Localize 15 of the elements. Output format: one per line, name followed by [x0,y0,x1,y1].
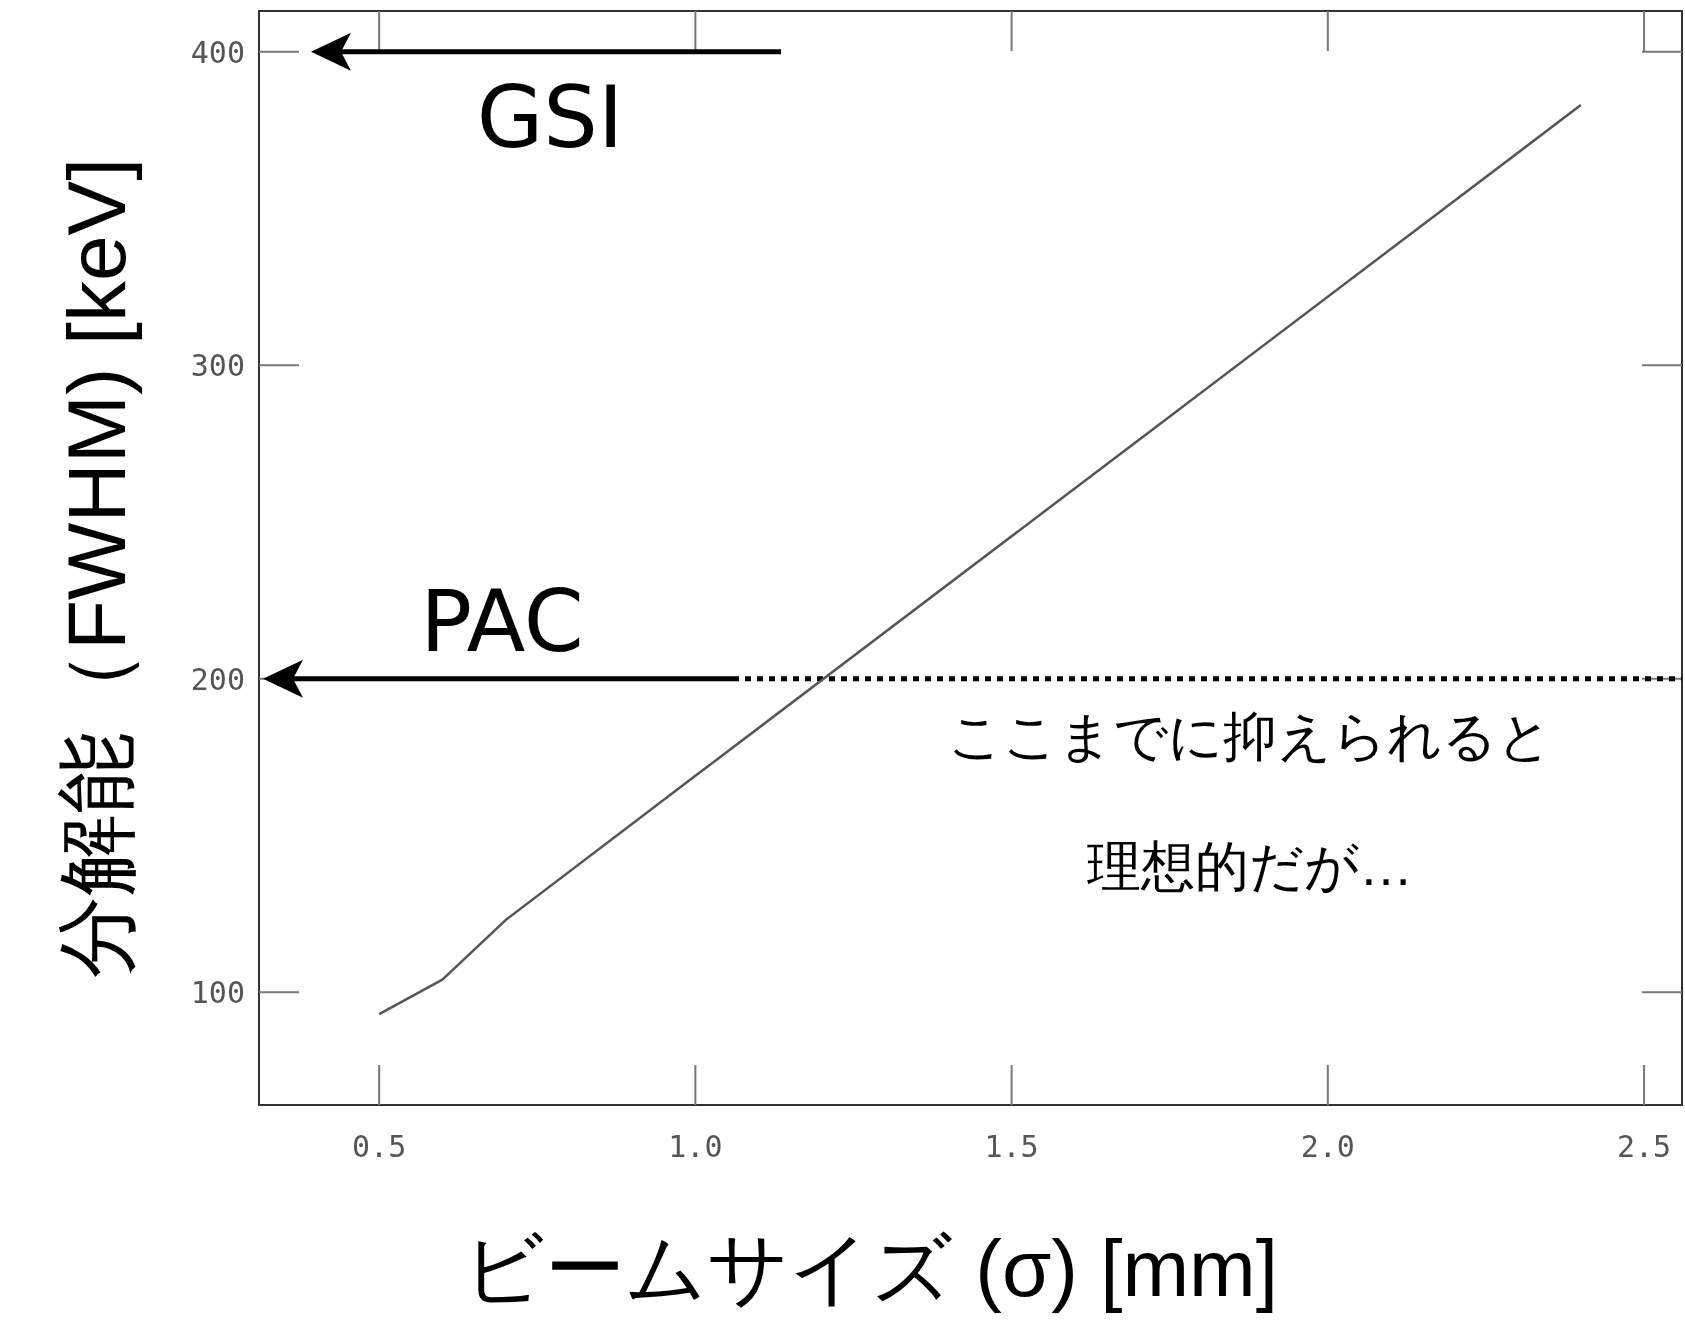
y-tick-label: 100 [190,975,245,1011]
y-tick-label: 400 [190,34,245,70]
ref-line-label: GSI [476,66,624,167]
ref-line-label: PAC [420,570,584,671]
y-tick-label: 200 [190,661,245,697]
x-tick-label: 1.0 [668,1129,723,1164]
y-axis-title: 分解能（FWHM) [keV] [51,158,142,978]
x-tick-label: 0.5 [352,1129,407,1164]
y-tick-label: 300 [190,348,245,384]
x-axis-title: ビームサイズ (σ) [mm] [463,1224,1278,1313]
x-tick-label: 2.0 [1300,1129,1355,1164]
annotation: ここまでに抑えられると [948,706,1552,766]
x-tick-label: 1.5 [984,1129,1039,1164]
annotation: 理想的だが… [1087,836,1413,896]
x-tick-label: 2.5 [1616,1129,1672,1164]
